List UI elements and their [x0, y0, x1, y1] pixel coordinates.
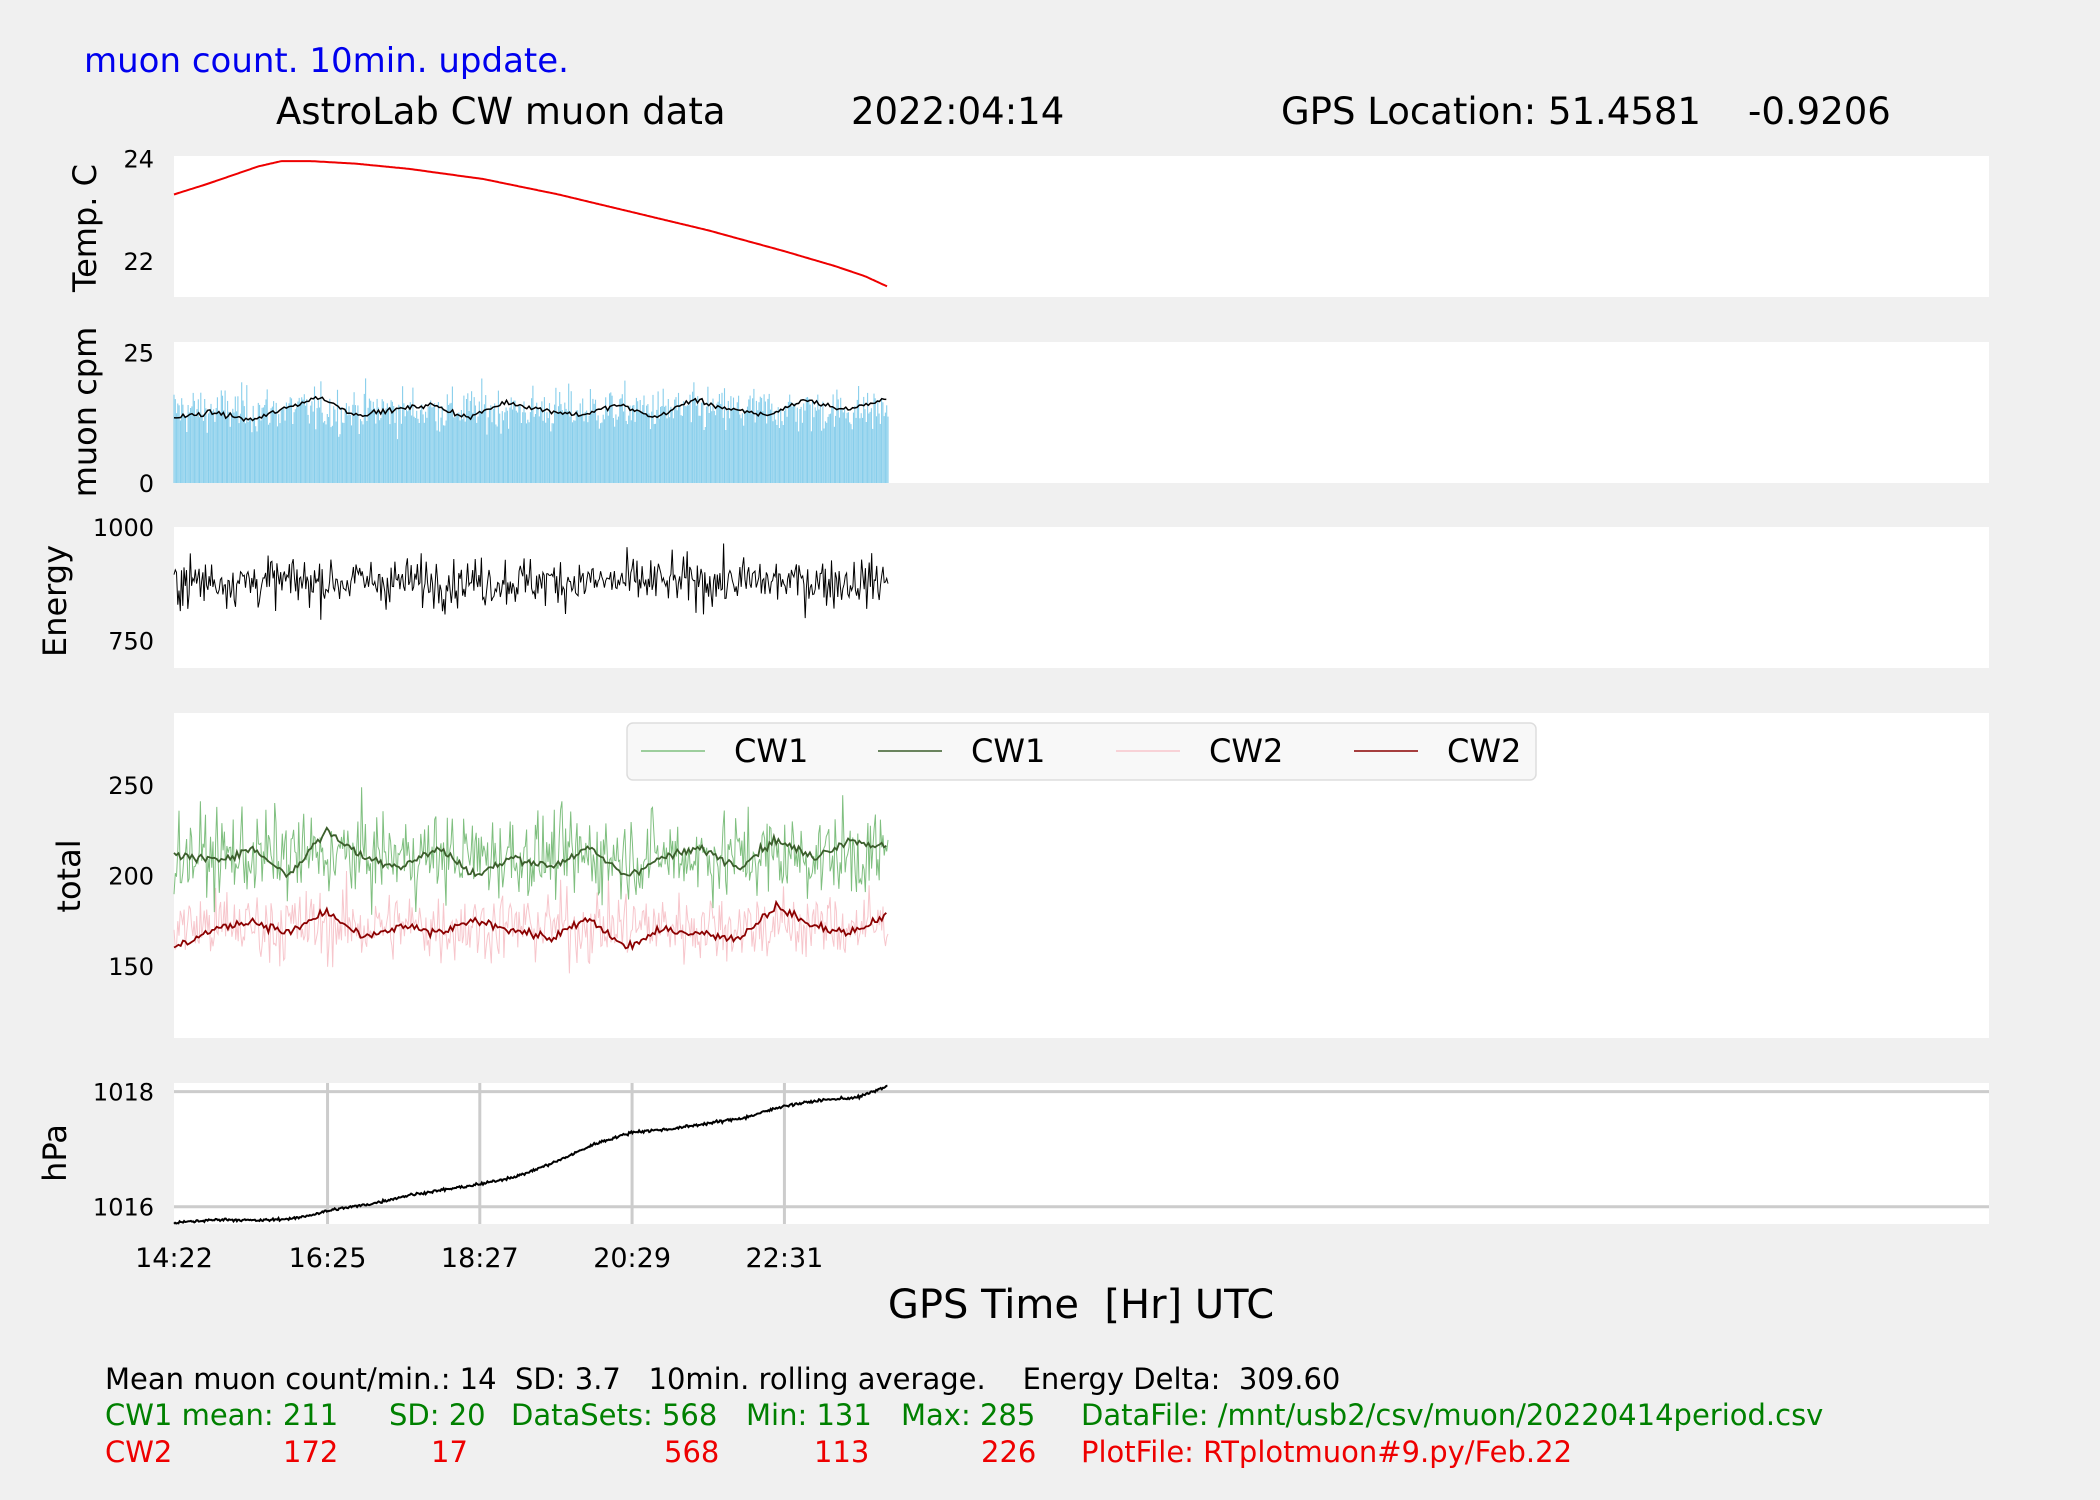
- update-note: muon count. 10min. update.: [84, 41, 569, 81]
- legend: CW1 CW1 CW2 CW2: [626, 722, 1537, 781]
- total-raw-line: [173, 870, 889, 974]
- legend-box: [626, 722, 1537, 781]
- gps-location: GPS Location: 51.4581 -0.9206: [1281, 90, 1891, 133]
- legend-label-cw1-avg: CW1: [971, 732, 1045, 770]
- x-tick-label: 22:31: [745, 1243, 823, 1274]
- temp-ylabel: Temp. C: [66, 164, 104, 293]
- y-tick-label: 0: [139, 470, 154, 498]
- y-tick-label: 24: [123, 146, 154, 174]
- total-raw-series: [173, 787, 889, 974]
- muon-rolling-average: [173, 395, 887, 422]
- cw2-max: 226: [981, 1435, 1036, 1469]
- chart-date: 2022:04:14: [851, 90, 1064, 133]
- legend-label-cw2-raw: CW2: [1209, 732, 1283, 770]
- x-tick-labels: 14:22 16:25 18:27 20:29 22:31: [135, 1243, 823, 1274]
- cw2-rolling-average: [173, 899, 887, 952]
- plot-file: PlotFile: RTplotmuon#9.py/Feb.22: [1081, 1435, 1572, 1469]
- y-tick-label: 250: [108, 772, 154, 800]
- temp-panel: [174, 156, 1989, 297]
- footer-stats: Mean muon count/min.: 14 SD: 3.7 10min. …: [105, 1362, 1823, 1469]
- temperature-line: [173, 160, 888, 288]
- y-tick-label: 1000: [93, 514, 154, 542]
- y-tick-label: 200: [108, 863, 154, 891]
- y-tick-label: 25: [123, 339, 154, 367]
- muon-count-bars: [173, 378, 889, 483]
- legend-label-cw1-raw: CW1: [734, 732, 808, 770]
- cw1-datasets: DataSets: 568: [511, 1398, 717, 1432]
- cw1-max: Max: 285: [901, 1398, 1035, 1432]
- y-tick-label: 1018: [93, 1079, 154, 1107]
- x-tick-label: 16:25: [289, 1243, 367, 1274]
- total-ylabel: total: [50, 839, 88, 912]
- stats-line-overall: Mean muon count/min.: 14 SD: 3.7 10min. …: [105, 1362, 1340, 1396]
- energy-line: [173, 543, 889, 620]
- y-tick-label: 1016: [93, 1194, 154, 1222]
- pressure-panel: [174, 1083, 1989, 1224]
- pressure-line: [173, 1084, 888, 1225]
- y-tick-label: 22: [123, 248, 154, 276]
- chart-title: AstroLab CW muon data: [276, 90, 726, 133]
- cw1-min: Min: 131: [746, 1398, 872, 1432]
- x-tick-label: 18:27: [441, 1243, 519, 1274]
- pressure-grid: [174, 1083, 1989, 1224]
- legend-label-cw2-avg: CW2: [1447, 732, 1521, 770]
- x-tick-label: 14:22: [135, 1243, 213, 1274]
- x-tick-label: 20:29: [593, 1243, 671, 1274]
- cw2-label: CW2: [105, 1435, 172, 1469]
- total-raw-line: [173, 787, 889, 915]
- cw2-mean: 172: [283, 1435, 338, 1469]
- cw1-rolling-average: [173, 826, 887, 879]
- x-axis-label: GPS Time [Hr] UTC: [888, 1282, 1274, 1328]
- cw2-min: 113: [814, 1435, 869, 1469]
- data-file: DataFile: /mnt/usb2/csv/muon/20220414per…: [1081, 1398, 1823, 1432]
- y-tick-label: 150: [108, 953, 154, 981]
- energy-panel: [174, 527, 1989, 668]
- cw2-sd: 17: [431, 1435, 468, 1469]
- pressure-ylabel: hPa: [36, 1124, 74, 1182]
- muon-ylabel: muon cpm: [66, 327, 104, 498]
- y-tick-label: 750: [108, 628, 154, 656]
- cw1-mean: CW1 mean: 211: [105, 1398, 338, 1432]
- cw1-sd: SD: 20: [389, 1398, 486, 1432]
- energy-ylabel: Energy: [36, 545, 74, 657]
- cw2-datasets: 568: [664, 1435, 719, 1469]
